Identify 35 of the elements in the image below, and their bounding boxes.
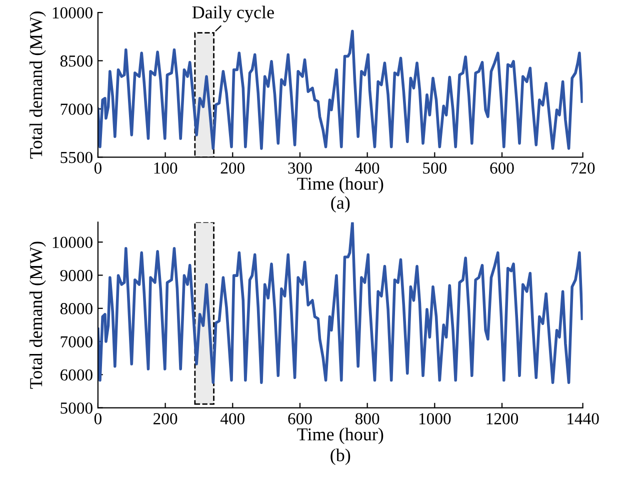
line-series <box>98 222 583 384</box>
x-tick-label: 0 <box>94 162 102 174</box>
text: (b) <box>330 448 350 465</box>
band-label: Daily cycle <box>192 6 274 22</box>
y-axis-title: Total demand (MW) <box>30 242 46 389</box>
x-tick-label: 200 <box>220 162 244 174</box>
x-tick-label: 400 <box>355 162 380 174</box>
line-series <box>98 30 583 150</box>
x-tick-label: 600 <box>490 162 514 174</box>
y-tick-label: 6000 <box>60 369 92 381</box>
x-tick-label: 400 <box>220 413 244 424</box>
y-tick-label: 10000 <box>52 7 92 18</box>
x-axis-title: Time (hour) <box>297 177 384 194</box>
x-tick-label: 100 <box>154 162 178 174</box>
x-tick-label: 1200 <box>486 413 518 424</box>
x-tick-label: 300 <box>288 162 312 174</box>
text: (a) <box>331 196 350 213</box>
x-tick-label: 500 <box>423 162 447 174</box>
y-tick-label: 10000 <box>52 236 92 248</box>
x-tick-label: 0 <box>94 413 102 424</box>
y-tick-label: 7000 <box>60 104 92 115</box>
y-tick-label: 8500 <box>60 55 92 67</box>
y-axis-title: Total demand (MW) <box>30 12 46 159</box>
x-tick-label: 720 <box>571 162 595 174</box>
x-tick-label: 200 <box>154 413 178 424</box>
y-tick-label: 5500 <box>60 152 92 164</box>
y-tick-label: 8000 <box>60 303 92 314</box>
y-tick-label: 9000 <box>60 270 92 282</box>
x-tick-label: 600 <box>288 413 312 424</box>
x-axis-title: Time (hour) <box>297 428 384 444</box>
x-tick-label: 1440 <box>568 413 599 424</box>
y-tick-label: 5000 <box>60 402 92 414</box>
x-tick-label: 1000 <box>419 413 451 424</box>
x-tick-label: 800 <box>355 413 380 424</box>
y-tick-label: 7000 <box>60 336 92 348</box>
